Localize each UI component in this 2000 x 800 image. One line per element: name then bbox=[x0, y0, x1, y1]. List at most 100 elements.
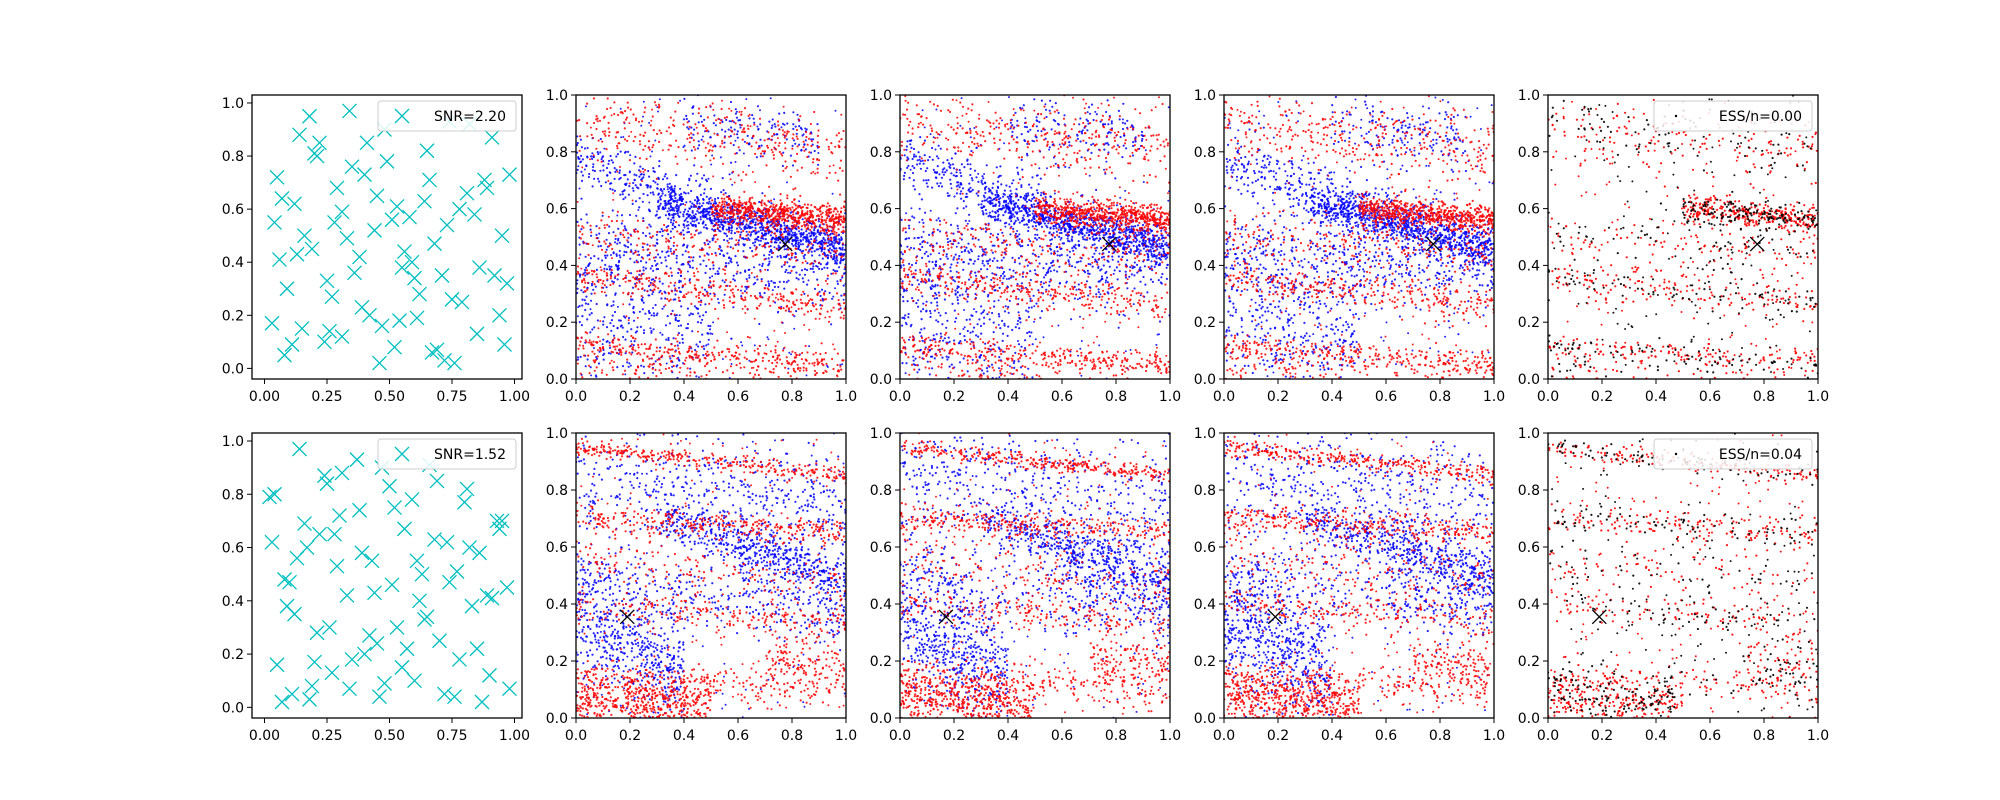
blue-series-point bbox=[611, 209, 614, 212]
red-series-point bbox=[763, 203, 766, 206]
red-series-point bbox=[717, 205, 720, 208]
blue-series-point bbox=[1055, 230, 1058, 233]
red-series-point bbox=[814, 260, 817, 263]
blue-series-point bbox=[631, 286, 635, 289]
blue-series-point bbox=[796, 113, 799, 116]
red-series-point bbox=[647, 248, 650, 251]
red-series-point bbox=[783, 263, 786, 265]
red-series-point bbox=[772, 217, 775, 220]
data-point bbox=[277, 347, 292, 363]
red-series-point bbox=[792, 213, 795, 216]
blue-series-point bbox=[677, 286, 681, 289]
red-series-point bbox=[626, 269, 629, 272]
blue-series-point bbox=[950, 172, 953, 175]
red-series-point bbox=[721, 209, 724, 212]
blue-series-point bbox=[673, 189, 676, 192]
red-series-point bbox=[605, 272, 608, 275]
blue-series-point bbox=[661, 333, 664, 336]
red-series-point bbox=[681, 284, 685, 287]
red-series-point bbox=[653, 283, 656, 286]
blue-series-point bbox=[605, 238, 608, 241]
red-series-point bbox=[735, 344, 738, 347]
blue-series-point bbox=[692, 133, 695, 136]
blue-series-point bbox=[968, 182, 971, 185]
blue-series-point bbox=[678, 281, 681, 284]
blue-series-point bbox=[669, 357, 672, 360]
red-series-point bbox=[737, 230, 740, 233]
red-series-point bbox=[840, 311, 844, 314]
blue-series-point bbox=[816, 230, 819, 233]
blue-series-point bbox=[743, 227, 746, 231]
red-series-point bbox=[732, 170, 735, 173]
blue-series-point bbox=[672, 337, 675, 340]
blue-series-point bbox=[925, 182, 928, 185]
blue-series-point bbox=[661, 178, 665, 181]
red-series-point bbox=[666, 298, 669, 301]
red-series-point bbox=[630, 234, 633, 237]
blue-series-point bbox=[720, 249, 723, 252]
red-series-point bbox=[755, 253, 758, 256]
blue-series-point bbox=[702, 207, 705, 210]
blue-series-point bbox=[682, 263, 685, 266]
red-series-point bbox=[576, 270, 580, 273]
red-series-point bbox=[589, 224, 592, 227]
red-series-point bbox=[795, 128, 799, 132]
blue-series-point bbox=[801, 233, 805, 236]
red-series-point bbox=[691, 245, 694, 248]
red-series-point bbox=[697, 294, 700, 297]
blue-series-point bbox=[658, 165, 661, 168]
blue-series-point bbox=[686, 270, 689, 273]
red-series-point bbox=[659, 363, 662, 367]
blue-series-point bbox=[590, 374, 593, 377]
blue-series-point bbox=[591, 328, 594, 331]
panel-row1-col3: 0.0 0.2 0.4 0.6 0.8 1.00.00.20.40.60.81.0 bbox=[870, 88, 1181, 405]
red-series-point bbox=[738, 199, 741, 202]
blue-series-point bbox=[757, 230, 760, 233]
blue-series-point bbox=[834, 259, 837, 263]
red-series-point bbox=[702, 140, 705, 143]
red-series-point bbox=[583, 286, 586, 289]
red-series-point bbox=[597, 139, 600, 142]
blue-series-point bbox=[693, 199, 697, 202]
blue-series-point bbox=[590, 312, 593, 315]
blue-series-point bbox=[684, 218, 687, 221]
blue-series-point bbox=[590, 282, 594, 285]
blue-series-point bbox=[959, 171, 962, 174]
red-series-point bbox=[768, 215, 771, 218]
y-tick-label: 0.8 bbox=[222, 149, 244, 165]
red-series-point bbox=[609, 283, 612, 287]
blue-series-point bbox=[1027, 192, 1030, 195]
red-series-point bbox=[833, 348, 836, 351]
red-series-point bbox=[784, 332, 786, 334]
red-series-point bbox=[783, 346, 786, 349]
red-series-point bbox=[610, 350, 613, 353]
blue-series-point bbox=[701, 318, 704, 321]
red-series-point bbox=[623, 276, 627, 280]
blue-series-point bbox=[708, 217, 711, 220]
red-series-point bbox=[803, 324, 806, 326]
blue-series-point bbox=[590, 234, 593, 237]
blue-series-point bbox=[610, 329, 613, 332]
red-series-point bbox=[644, 144, 647, 148]
red-series-point bbox=[642, 134, 645, 137]
blue-series-point bbox=[628, 303, 631, 306]
red-series-point bbox=[697, 112, 700, 115]
red-series-point bbox=[658, 140, 661, 143]
blue-series-point bbox=[997, 195, 1000, 198]
red-series-point bbox=[795, 207, 798, 210]
red-series-point bbox=[743, 356, 746, 359]
data-point bbox=[269, 169, 285, 185]
red-series-point bbox=[678, 352, 681, 355]
red-series-point bbox=[723, 116, 727, 119]
blue-series-point bbox=[1048, 209, 1052, 212]
blue-series-point bbox=[782, 238, 785, 242]
blue-series-point bbox=[793, 234, 796, 237]
blue-series-point bbox=[734, 108, 737, 111]
red-series-point bbox=[826, 217, 829, 220]
blue-series-point bbox=[826, 254, 829, 256]
y-tick-label: 0.6 bbox=[546, 202, 568, 218]
red-series-point bbox=[581, 166, 584, 169]
blue-series-point bbox=[833, 239, 836, 242]
blue-series-point bbox=[755, 231, 759, 234]
red-series-point bbox=[619, 348, 622, 351]
